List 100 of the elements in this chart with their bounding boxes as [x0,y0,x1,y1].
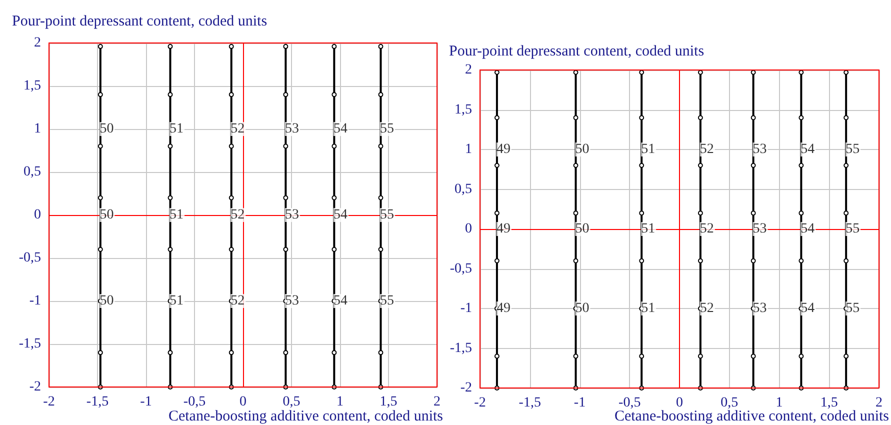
x-tick-label: 1 [776,396,783,410]
x-tick-label: -1 [574,396,586,410]
point [283,92,288,98]
annotation: 55 [846,142,860,157]
y-axis-title: Pour-point depressant content, coded units [12,14,268,30]
point [283,144,288,149]
point [98,195,103,200]
annotation: 51 [170,122,184,136]
point [228,350,234,356]
point [573,162,578,168]
annotation: 54 [333,208,348,222]
y-tick-label: 1,5 [24,78,41,94]
point [168,92,173,98]
point [798,258,804,264]
annotation: 53 [284,294,299,308]
point [98,92,103,98]
annotation: 51 [641,142,656,157]
y-tick-label: 1 [465,142,472,157]
x-tick-label: -0,5 [618,396,641,410]
x-tick-label: 2 [434,394,440,410]
x-tick-label: 0 [676,396,683,410]
point [494,162,500,168]
point [228,92,234,98]
point [228,195,234,200]
x-axis-title: Cetane-boosting additive content, coded units [168,408,444,424]
point [228,246,234,252]
point [283,246,288,252]
y-tick-label: -0,5 [18,250,41,266]
annotation: 51 [641,222,656,236]
annotation: 54 [800,142,815,157]
point [168,350,173,356]
point [332,92,337,98]
annotation: 49 [496,301,510,316]
point [98,246,103,252]
point [844,162,849,168]
point [698,210,703,216]
annotation: 52 [700,301,714,316]
annotation: 54 [800,301,815,316]
annotation: 53 [284,122,299,136]
point [750,210,756,216]
annotation: 51 [641,301,656,316]
point [844,354,849,359]
point [639,210,644,216]
annotation: 50 [100,208,114,222]
point [639,354,644,359]
point [332,144,337,149]
point [750,162,756,168]
point [698,115,703,120]
annotation: 55 [846,301,860,316]
point [750,354,756,359]
point [698,354,703,359]
point [573,115,578,120]
annotation: 52 [230,294,245,308]
x-tick-label: 0,5 [720,396,738,410]
annotation: 55 [380,208,394,222]
annotation: 50 [575,301,590,316]
point [573,258,578,264]
point [332,195,337,200]
annotation: 55 [380,122,394,136]
point [98,350,103,356]
x-axis-title: Cetane-boosting additive content, coded units [614,408,890,424]
point [283,44,288,49]
point [798,210,804,216]
point [494,258,500,264]
point [639,115,644,120]
annotation: 54 [333,122,348,136]
point [798,354,804,359]
annotation: 55 [380,294,394,308]
point [798,115,804,120]
point [698,162,703,168]
annotation: 50 [575,142,590,157]
x-tick-label: -1,5 [86,394,109,410]
annotation: 51 [170,208,184,222]
point [168,246,173,252]
y-tick-label: 0 [465,222,472,236]
point [378,144,384,149]
point [283,195,288,200]
annotation: 49 [496,222,510,236]
point [750,115,756,120]
y-tick-label: -1,5 [450,340,472,356]
y-tick-label: -1,5 [18,336,41,352]
point [98,44,103,49]
annotation: 50 [100,122,114,136]
y-tick-label: 0 [34,208,41,222]
point [332,350,337,356]
annotation: 52 [230,122,245,136]
annotation: 53 [752,301,767,316]
point [494,115,500,120]
y-tick-label: -1 [460,301,472,316]
point [573,210,578,216]
point [378,350,384,356]
point [494,354,500,359]
point [844,258,849,264]
y-tick-label: 1,5 [454,102,472,118]
point [168,44,173,49]
point [844,210,849,216]
annotation: 53 [284,208,299,222]
y-tick-label: 0,5 [24,164,41,180]
annotation: 54 [333,294,348,308]
y-tick-label: -2 [29,380,41,394]
